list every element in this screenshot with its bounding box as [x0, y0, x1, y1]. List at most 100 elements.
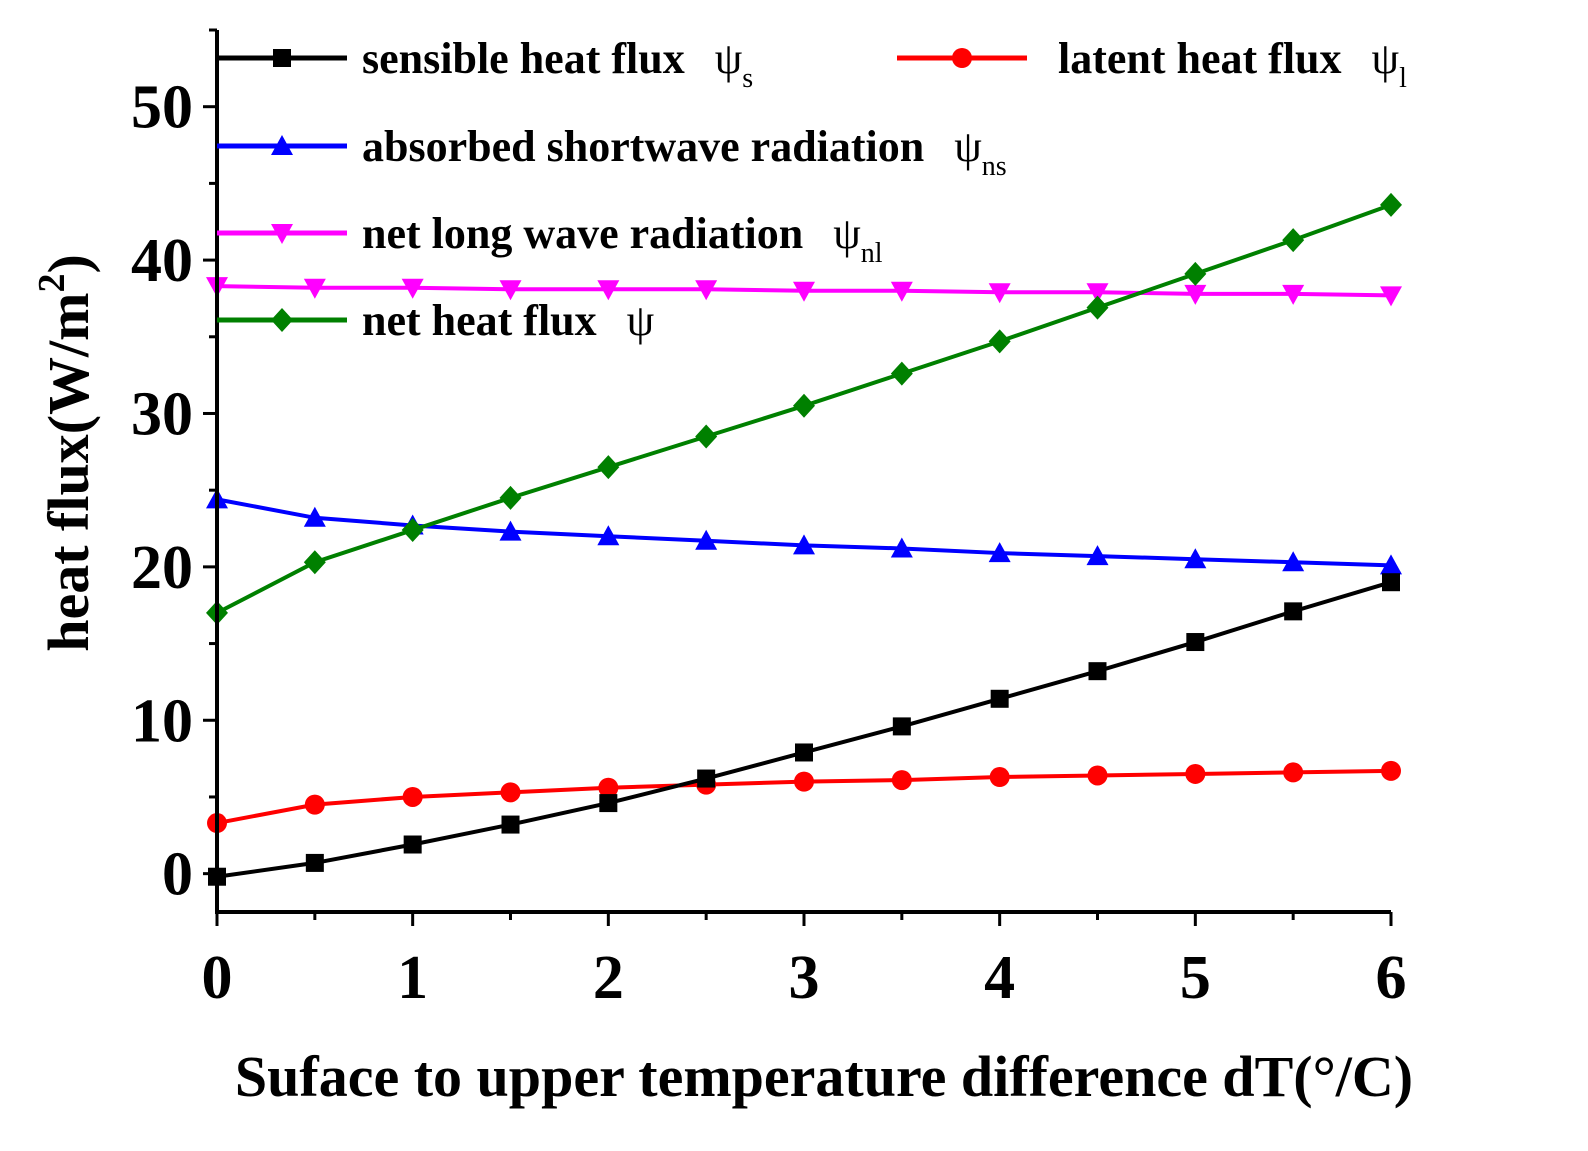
- legend-name: sensible heat flux: [362, 34, 685, 83]
- data-point: [1282, 551, 1305, 572]
- axes: 0 10 20 30 40 50 0 1 2 3 4 5 6: [131, 28, 1407, 1012]
- data-point: [597, 525, 620, 546]
- data-point: [793, 281, 815, 302]
- data-point: [305, 853, 324, 872]
- data-point: [988, 283, 1011, 304]
- data-point: [1184, 261, 1207, 286]
- data-point: [597, 455, 620, 480]
- legend-entry: net long wave radiation ψnl: [217, 209, 883, 269]
- x-tick-label: 6: [1376, 944, 1407, 1012]
- x-tick-label: 0: [202, 944, 233, 1012]
- data-point: [402, 786, 423, 807]
- legend-label: sensible heat flux ψs: [362, 34, 753, 94]
- data-point: [695, 529, 718, 550]
- data-point: [1382, 573, 1400, 592]
- legend-subscript: l: [1399, 63, 1407, 94]
- legend-symbol: ψ: [954, 122, 982, 171]
- legend-name: net long wave radiation: [362, 209, 803, 258]
- y-tick-label: 30: [131, 380, 193, 448]
- data-point: [303, 506, 326, 527]
- legend-label: absorbed shortwave radiation ψns: [362, 122, 1007, 182]
- legend-marker: [271, 135, 293, 155]
- legend-entry: absorbed shortwave radiation ψns: [217, 122, 1007, 182]
- data-point: [303, 550, 326, 575]
- legend-subscript: ns: [982, 151, 1007, 182]
- data-point: [695, 280, 718, 301]
- data-point: [401, 518, 424, 543]
- data-point: [303, 278, 326, 299]
- data-point: [1282, 228, 1305, 253]
- x-tick-label: 4: [984, 944, 1015, 1012]
- series-net-long-wave-radiation: [206, 277, 1402, 307]
- data-point: [890, 361, 913, 386]
- x-axis-title: Suface to upper temperature difference d…: [235, 1044, 1413, 1109]
- data-point: [500, 782, 521, 803]
- series-latent-heat-flux: [207, 760, 1401, 834]
- legend-entry: latent heat flux ψl: [897, 34, 1407, 94]
- data-point: [793, 534, 815, 555]
- series-sensible-heat-flux: [208, 573, 1400, 886]
- data-point: [499, 520, 522, 541]
- data-point: [401, 278, 424, 299]
- data-point: [499, 485, 522, 510]
- legend-label: net long wave radiation ψnl: [362, 209, 883, 269]
- legend-label: latent heat flux ψl: [1058, 34, 1407, 94]
- legend-entry: net heat flux ψ: [217, 296, 654, 345]
- data-point: [1087, 765, 1108, 786]
- legend: sensible heat flux ψs latent heat flux ψlab…: [217, 34, 1407, 345]
- data-point: [1185, 763, 1206, 784]
- data-point: [793, 393, 815, 418]
- legend-name: latent heat flux: [1058, 34, 1342, 83]
- series-net-heat-flux: [206, 192, 1402, 625]
- data-point: [1282, 284, 1305, 305]
- data-point: [892, 717, 911, 736]
- data-point: [403, 835, 422, 854]
- series-line: [216, 497, 1392, 568]
- legend-subscript: nl: [861, 238, 883, 269]
- x-tick-label: 2: [593, 944, 624, 1012]
- data-point: [599, 794, 618, 813]
- data-point: [1381, 760, 1401, 781]
- y-axis-title-main: heat flux(W/m: [36, 293, 101, 652]
- y-tick-label: 40: [131, 227, 193, 295]
- data-point: [890, 537, 913, 558]
- data-point: [304, 794, 325, 815]
- legend-marker: [271, 224, 293, 244]
- data-point: [988, 542, 1011, 563]
- legend-marker: [271, 308, 293, 332]
- legend-label: net heat flux ψ: [362, 296, 654, 345]
- data-point: [990, 689, 1009, 708]
- data-point: [891, 770, 912, 791]
- data-point: [499, 280, 522, 301]
- y-axis-title: heat flux(W/m2): [31, 254, 101, 652]
- data-point: [1088, 662, 1107, 681]
- data-point: [890, 281, 913, 302]
- y-tick-label: 20: [131, 534, 193, 602]
- data-point: [988, 329, 1011, 354]
- data-point: [1086, 283, 1109, 304]
- data-point: [697, 769, 716, 788]
- data-point: [1380, 286, 1402, 307]
- x-tick-label: 3: [789, 944, 820, 1012]
- legend-marker: [273, 49, 291, 67]
- legend-marker: [952, 48, 972, 68]
- legend-name: absorbed shortwave radiation: [362, 122, 924, 171]
- data-point: [695, 424, 718, 449]
- legend-entry: sensible heat flux ψs: [217, 34, 753, 94]
- data-point: [1380, 554, 1402, 575]
- y-tick-label: 0: [162, 841, 193, 909]
- data-point: [1380, 192, 1402, 217]
- data-point: [1284, 602, 1303, 621]
- data-point: [795, 743, 813, 762]
- data-point: [1184, 548, 1207, 569]
- data-point: [794, 771, 814, 792]
- legend-symbol: ψ: [1372, 34, 1400, 83]
- data-point: [597, 280, 620, 301]
- y-tick-label: 10: [131, 687, 193, 755]
- y-axis-title-close: ): [36, 254, 101, 273]
- x-tick-label: 5: [1180, 944, 1211, 1012]
- y-axis-title-superscript: 2: [31, 274, 73, 293]
- data-point: [501, 815, 520, 834]
- data-point: [1283, 762, 1304, 783]
